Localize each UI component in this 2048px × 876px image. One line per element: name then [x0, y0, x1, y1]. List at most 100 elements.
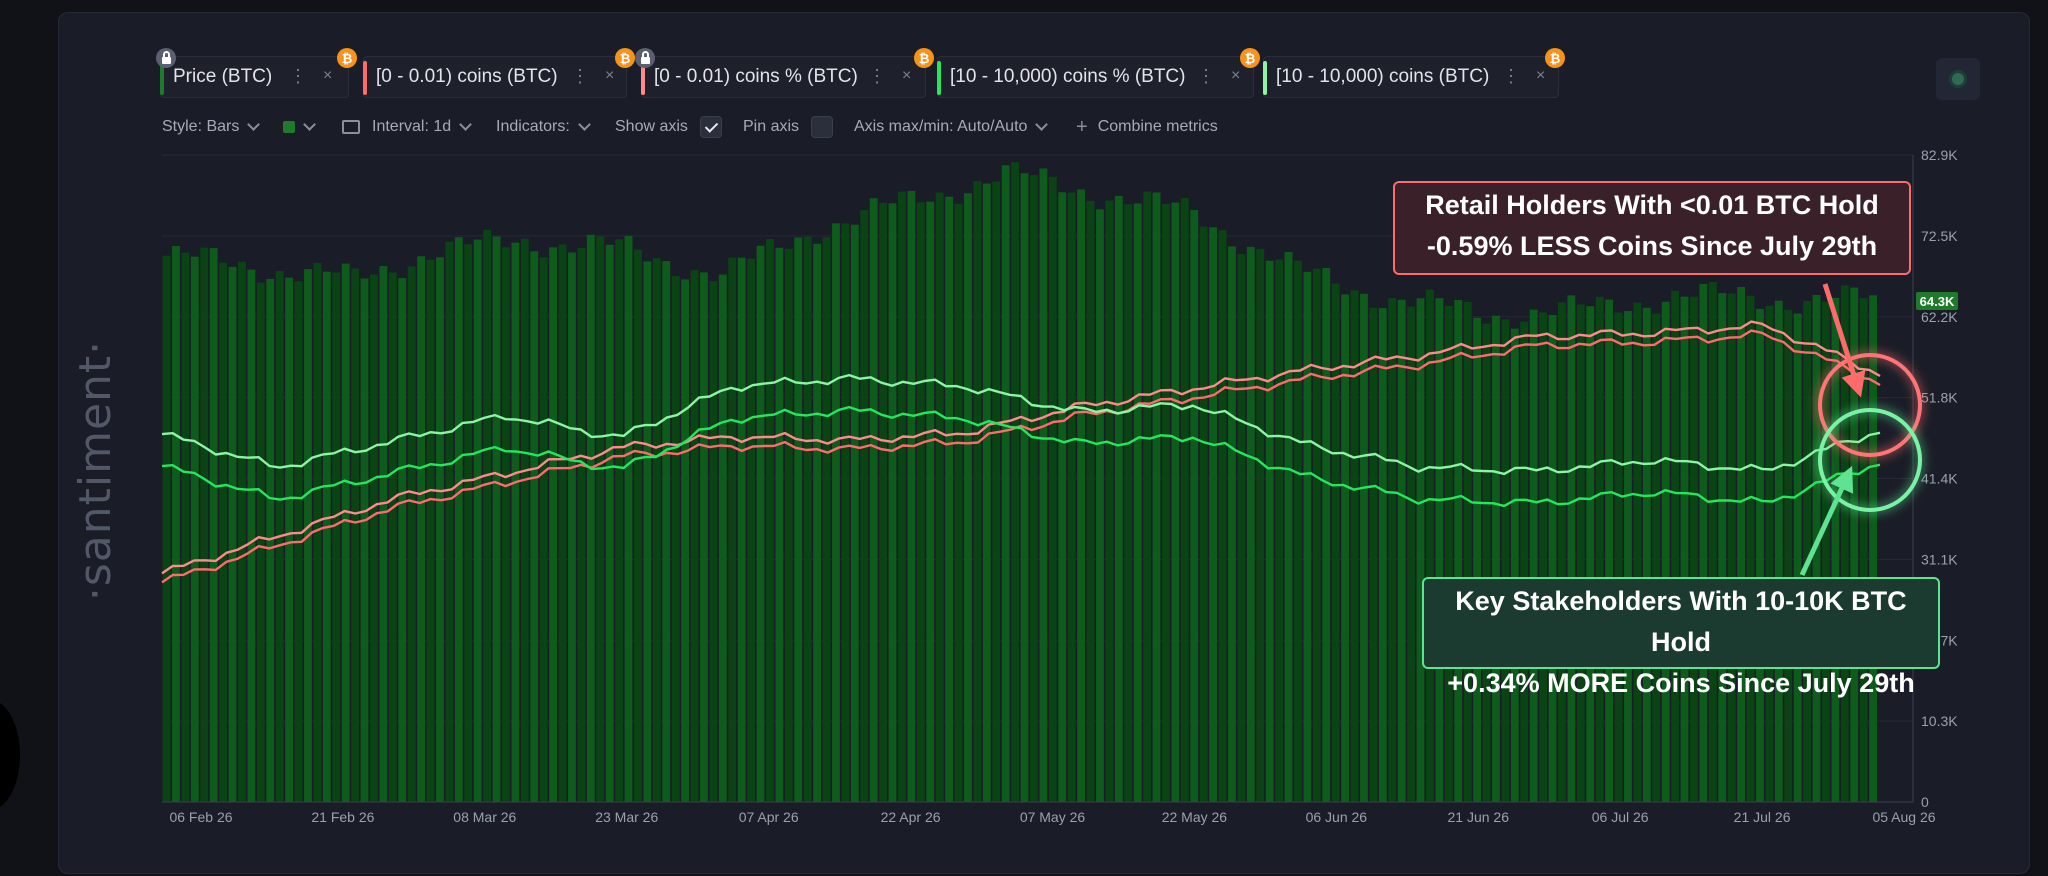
price-bar: [181, 252, 190, 802]
price-bar: [1840, 285, 1849, 802]
status-dot-icon: [1952, 73, 1964, 85]
style-label: Style: Bars: [162, 118, 240, 135]
tab-color-stripe: [1263, 61, 1267, 95]
x-tick-label: 21 Feb 26: [311, 809, 374, 825]
x-tick-label: 07 May 26: [1020, 809, 1086, 825]
price-bar: [1501, 319, 1510, 802]
x-tick-label: 21 Jun 26: [1448, 809, 1510, 825]
show-axis-checkbox[interactable]: [699, 116, 722, 138]
price-bar: [436, 257, 444, 802]
price-bar: [1322, 267, 1331, 802]
y-tick-label: 31.1K: [1921, 551, 1958, 567]
price-bar: [1774, 300, 1783, 802]
pin-axis-checkbox[interactable]: [811, 116, 834, 138]
tab-menu-icon[interactable]: ⋮: [1502, 66, 1520, 86]
style-selector[interactable]: Style: Bars: [162, 114, 261, 140]
price-bar: [172, 245, 180, 802]
price-bar: [285, 277, 293, 802]
tab-retail-coins[interactable]: [0 - 0.01) coins (BTC) ⋮ ×: [363, 56, 627, 98]
price-bar: [1180, 197, 1189, 803]
price-bar: [407, 266, 416, 802]
tab-menu-icon[interactable]: ⋮: [1197, 66, 1215, 86]
price-bar: [1520, 321, 1529, 802]
price-bar: [322, 271, 331, 802]
price-bar: [1548, 314, 1557, 802]
tab-color-stripe: [937, 61, 941, 95]
price-bar: [1067, 192, 1076, 802]
price-bar: [860, 210, 869, 802]
x-tick-label: 22 May 26: [1162, 809, 1228, 825]
close-icon[interactable]: ×: [1231, 67, 1241, 84]
price-bar: [1114, 195, 1123, 802]
price-bar: [1567, 295, 1576, 802]
tab-price-btc[interactable]: Price (BTC) ⋮ ×: [160, 56, 349, 98]
tab-menu-icon[interactable]: ⋮: [868, 66, 886, 86]
price-bar: [671, 276, 680, 802]
price-bar: [370, 274, 378, 803]
price-bar: [539, 257, 548, 802]
price-bar: [1228, 246, 1236, 803]
price-bar: [1190, 210, 1199, 802]
lock-icon: [635, 48, 655, 68]
price-bar: [1642, 307, 1651, 802]
tab-menu-icon[interactable]: ⋮: [571, 66, 589, 86]
price-bar: [766, 238, 774, 803]
pin-axis-label: Pin axis: [743, 118, 800, 135]
pin-axis-toggle[interactable]: Pin axis: [743, 114, 834, 140]
y-tick-label: 62.2K: [1921, 309, 1958, 325]
price-bar: [417, 256, 425, 802]
close-icon[interactable]: ×: [605, 67, 615, 84]
tab-whale-coins[interactable]: [10 - 10,000) coins (BTC) ⋮ ×: [1263, 56, 1559, 98]
tab-label: [0 - 0.01) coins % (BTC): [654, 66, 858, 87]
price-bar: [1822, 301, 1830, 802]
price-bar: [1435, 298, 1444, 802]
y-tick-label: 41.4K: [1921, 471, 1958, 487]
price-bar: [228, 266, 237, 802]
price-bar: [964, 193, 972, 802]
price-bar: [1058, 192, 1067, 802]
whale-coins-pct-line: [161, 405, 1881, 508]
interval-selector[interactable]: Interval: 1d: [342, 114, 473, 140]
bitcoin-icon: ₿: [914, 48, 934, 68]
close-icon[interactable]: ×: [1536, 67, 1546, 84]
price-bar: [822, 237, 831, 803]
chart-settings-button[interactable]: [1936, 58, 1980, 100]
y-tick-label: 72.5K: [1921, 228, 1958, 244]
tab-menu-icon[interactable]: ⋮: [289, 66, 307, 86]
price-bar: [511, 242, 520, 803]
price-bar: [803, 236, 812, 802]
close-icon[interactable]: ×: [902, 67, 912, 84]
annotation-line: +0.34% MORE Coins Since July 29th: [1447, 668, 1915, 698]
price-bar: [568, 252, 576, 803]
price-bar: [1105, 200, 1114, 802]
show-axis-toggle[interactable]: Show axis: [615, 114, 722, 140]
color-picker[interactable]: [283, 114, 316, 140]
indicators-selector[interactable]: Indicators:: [496, 114, 591, 140]
price-bar: [162, 255, 171, 802]
price-bar: [784, 248, 793, 802]
price-bar: [1831, 297, 1840, 802]
combine-metrics-button[interactable]: + Combine metrics: [1076, 114, 1218, 140]
x-tick-label: 21 Jul 26: [1734, 809, 1791, 825]
price-bar: [869, 198, 878, 802]
x-axis-ticks: 06 Feb 26 21 Feb 26 08 Mar 26 23 Mar 26 07 A…: [169, 809, 1935, 825]
price-bar: [813, 243, 821, 802]
price-bar: [1124, 204, 1133, 803]
price-bar: [1275, 259, 1283, 803]
price-bar: [1586, 306, 1595, 802]
tab-whale-coins-pct[interactable]: [10 - 10,000) coins % (BTC) ⋮ ×: [937, 56, 1254, 98]
axis-range-selector[interactable]: Axis max/min: Auto/Auto: [854, 114, 1049, 140]
price-bar: [794, 237, 803, 803]
price-bar: [190, 256, 199, 802]
price-bar: [841, 223, 850, 802]
tab-retail-coins-pct[interactable]: [0 - 0.01) coins % (BTC) ⋮ ×: [641, 56, 926, 98]
price-bar: [832, 223, 840, 803]
x-tick-label: 08 Mar 26: [453, 809, 516, 825]
price-bar: [898, 191, 906, 803]
price-bar: [1850, 287, 1859, 802]
price-bar: [247, 269, 256, 803]
price-bar: [973, 181, 982, 803]
price-bar: [1331, 283, 1340, 802]
retail-coins-pct-line: [161, 320, 1881, 575]
close-icon[interactable]: ×: [323, 67, 333, 84]
